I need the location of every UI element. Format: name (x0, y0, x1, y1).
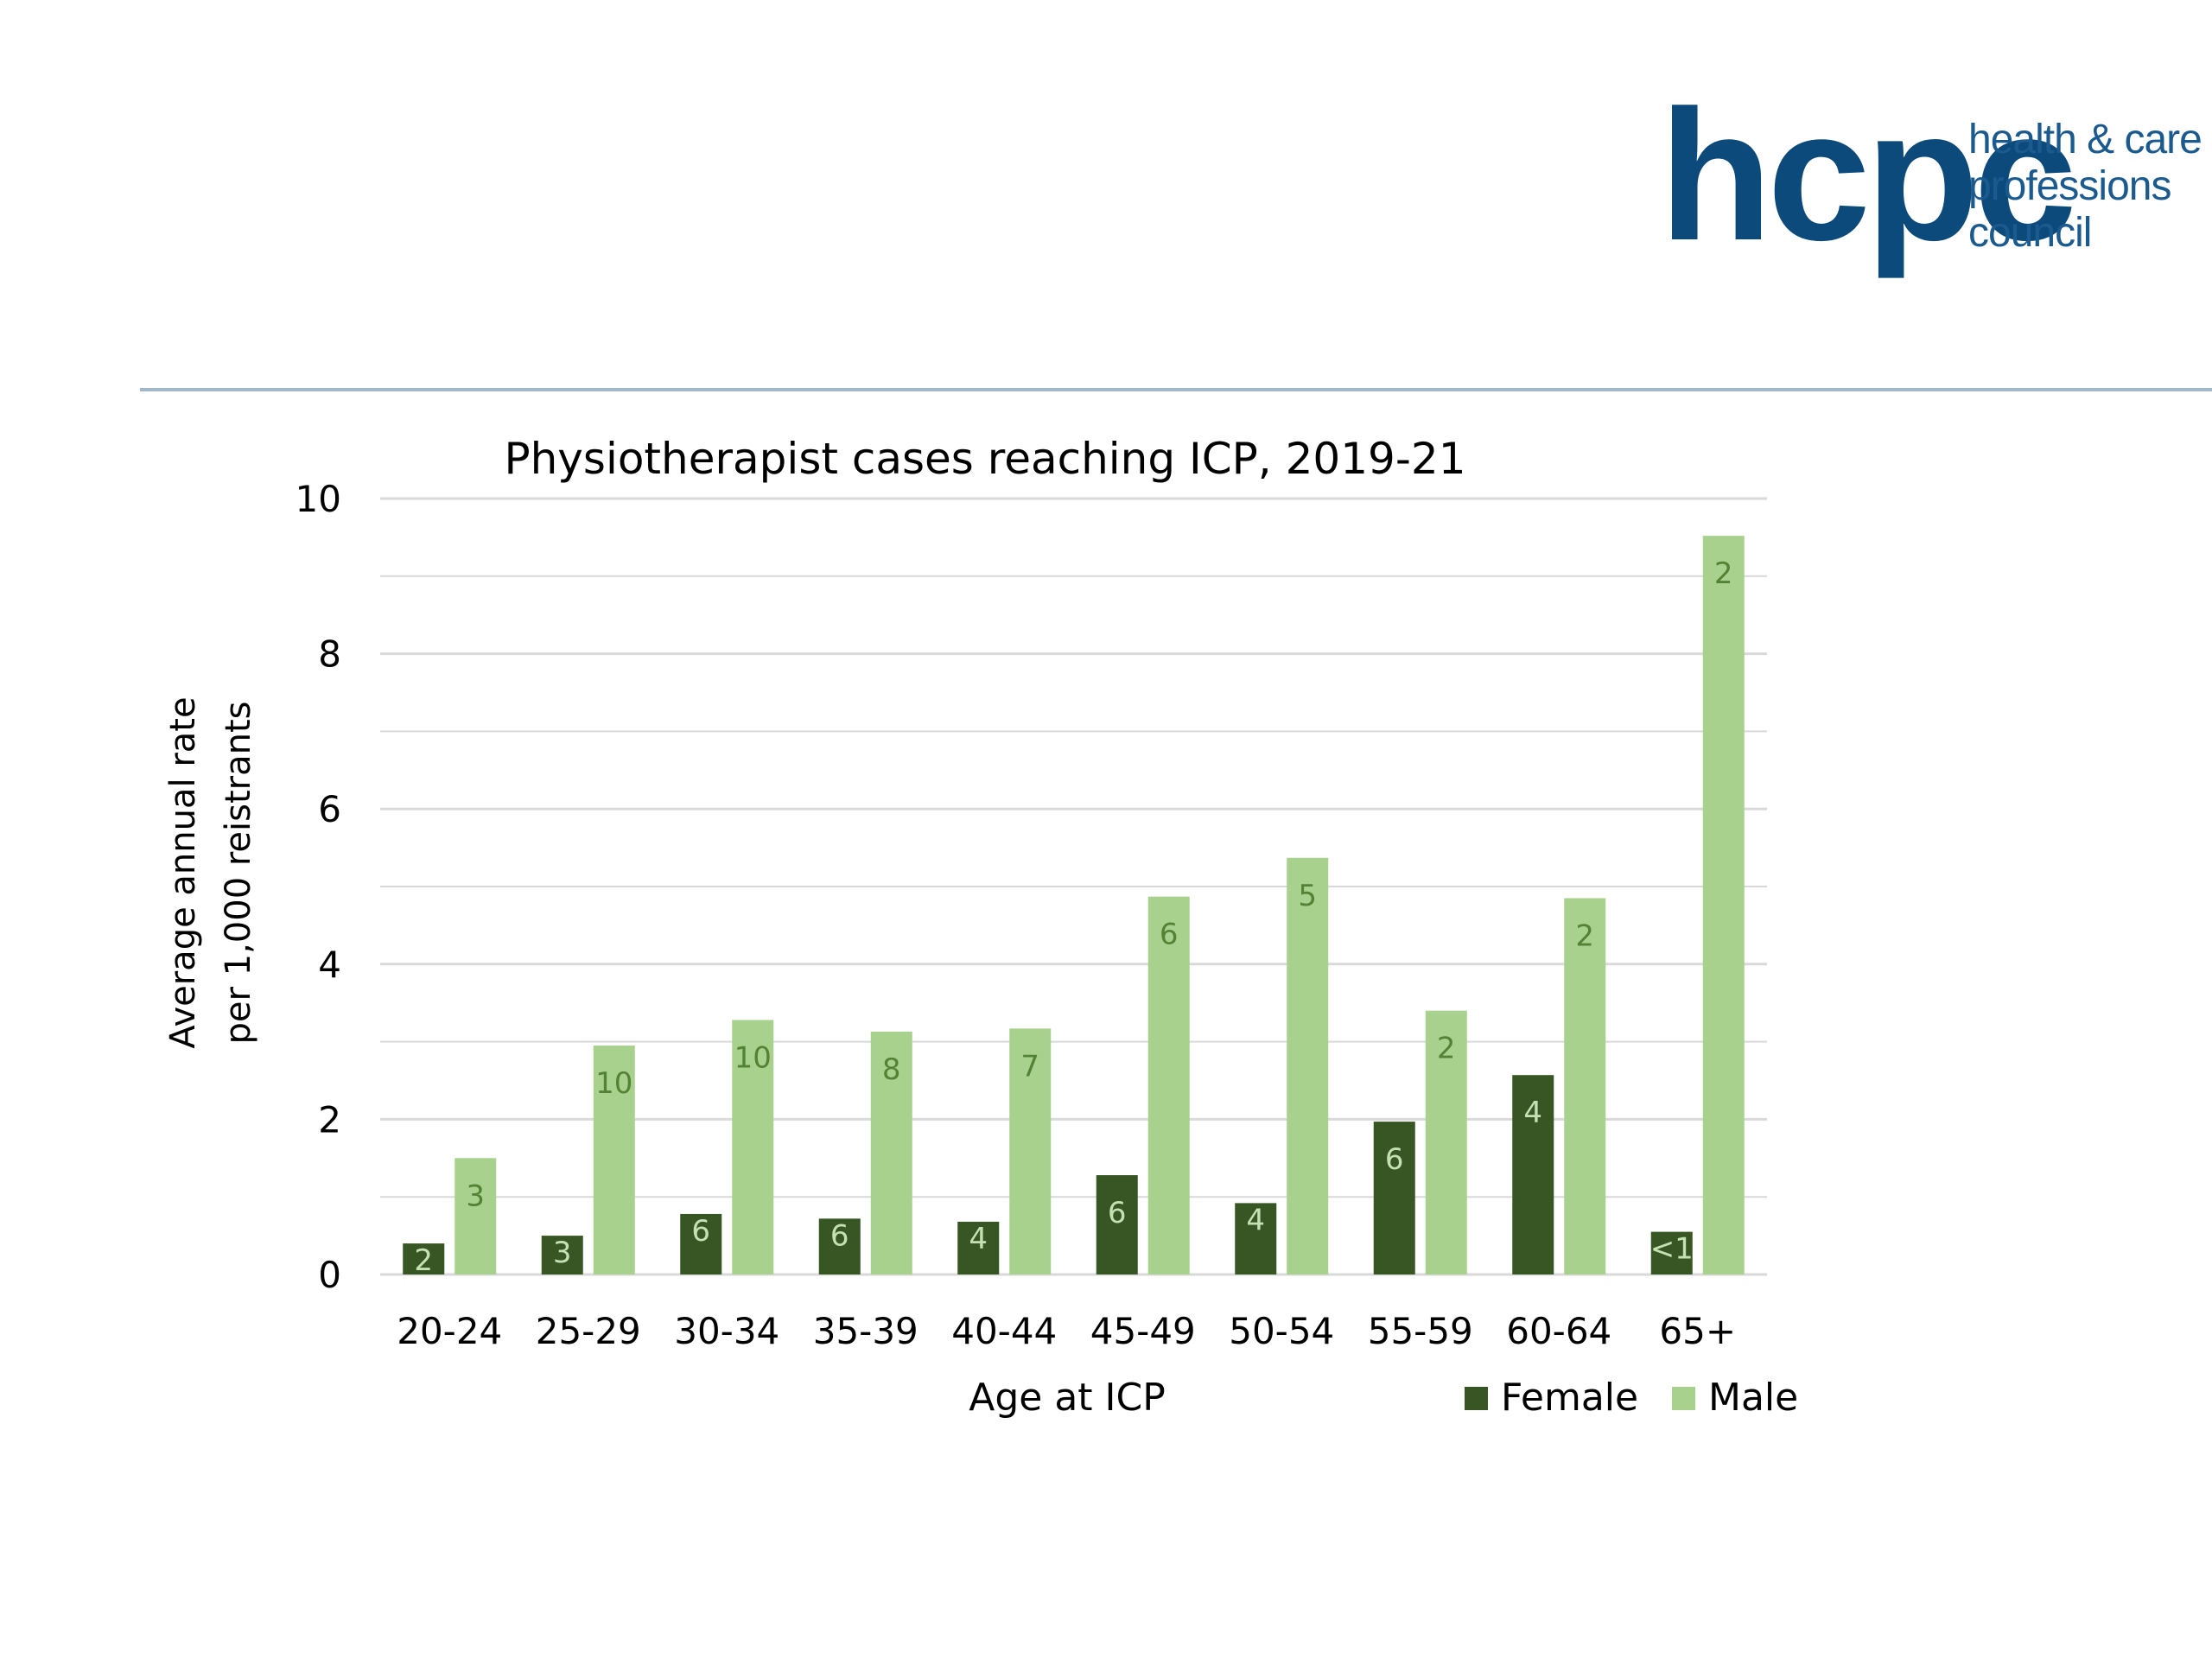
data-label-female: 6 (830, 1218, 849, 1253)
data-label-male: 6 (1160, 918, 1179, 952)
bar-female (680, 1213, 722, 1274)
bar-male (1009, 1028, 1052, 1274)
logo-wordmark: health & care professions council (1968, 117, 2202, 257)
y-axis-label-line-1: Average annual rate (163, 696, 203, 1048)
bar-female (1235, 1203, 1277, 1274)
data-label-female: 2 (414, 1243, 433, 1278)
bar-male (1564, 898, 1606, 1274)
data-label-male: 7 (1020, 1049, 1039, 1084)
bar-male (732, 1020, 774, 1274)
y-tick-label: 4 (318, 944, 341, 986)
x-axis-label: Age at ICP (969, 1376, 1166, 1420)
x-tick-label: 35-39 (813, 1310, 918, 1352)
x-tick-labels: 20-24 25-29 30-34 35-39 40-44 45-49 50-54 55-59… (397, 1310, 1736, 1352)
bar-female (1373, 1122, 1415, 1274)
data-label-male: 2 (1714, 556, 1733, 591)
bar-male (593, 1046, 635, 1274)
data-label-male: 10 (734, 1040, 772, 1075)
data-label-male: 3 (466, 1179, 485, 1213)
bar-male (454, 1158, 497, 1274)
y-tick-label: 0 (318, 1254, 341, 1296)
data-label-female: <1 (1650, 1232, 1694, 1267)
logo-mark: hcpc (1659, 71, 2077, 279)
y-tick-label: 6 (318, 788, 341, 830)
data-label-female: 3 (553, 1236, 572, 1270)
data-label-female: 4 (1523, 1096, 1542, 1130)
bar-male (1702, 536, 1745, 1274)
data-label-female: 4 (1246, 1203, 1265, 1237)
chart-title: Physiotherapist cases reaching ICP, 2019… (504, 434, 1465, 484)
x-tick-label: 30-34 (674, 1310, 779, 1352)
bar-female (1512, 1075, 1554, 1274)
bar-female (1650, 1231, 1693, 1274)
x-tick-label: 50-54 (1229, 1310, 1334, 1352)
x-tick-label: 45-49 (1090, 1310, 1196, 1352)
y-axis-label-line-2: per 1,000 reistrants (219, 701, 258, 1044)
data-label-male: 5 (1298, 879, 1317, 913)
legend-swatch-male (1672, 1387, 1695, 1410)
bar-female (403, 1243, 445, 1274)
gridlines (380, 497, 1767, 1276)
x-tick-label: 55-59 (1368, 1310, 1473, 1352)
bar-female (957, 1221, 1000, 1274)
hcpc-logo: hcpc health & care professions council (1659, 71, 2202, 289)
y-tick-label: 10 (296, 478, 341, 520)
logo-line-3: council (1968, 210, 2092, 256)
data-label-male: 10 (595, 1066, 632, 1101)
data-label-male: 8 (882, 1052, 901, 1087)
data-label-female: 6 (691, 1214, 710, 1249)
logo-line-2: professions (1968, 163, 2171, 209)
data-label-female: 4 (969, 1222, 988, 1256)
data-label-male: 2 (1437, 1032, 1456, 1066)
legend-swatch-female (1465, 1387, 1488, 1410)
bars (403, 536, 1745, 1274)
logo-line-1: health & care (1968, 117, 2202, 162)
x-tick-label: 60-64 (1506, 1310, 1611, 1352)
bar-female (818, 1218, 861, 1274)
bar-male (870, 1031, 912, 1274)
data-label-male: 2 (1575, 918, 1594, 953)
legend: Female Male (1465, 1376, 1798, 1420)
bar-male (1425, 1010, 1467, 1274)
x-tick-label: 25-29 (536, 1310, 641, 1352)
y-tick-label: 2 (318, 1098, 341, 1141)
bar-male (1287, 857, 1329, 1274)
x-tick-label: 20-24 (397, 1310, 502, 1352)
data-label-female: 6 (1108, 1196, 1127, 1230)
x-tick-label: 65+ (1659, 1310, 1736, 1352)
y-tick-label: 8 (318, 633, 341, 676)
bar-female (541, 1236, 583, 1274)
header-divider (140, 388, 2212, 391)
legend-label-female: Female (1501, 1376, 1638, 1420)
legend-label-male: Male (1708, 1376, 1798, 1420)
y-tick-labels: 0 2 4 6 8 10 (296, 478, 341, 1296)
data-label-female: 6 (1385, 1142, 1404, 1177)
bar-male (1147, 896, 1190, 1274)
bar-female (1096, 1175, 1138, 1274)
x-tick-label: 40-44 (951, 1310, 1057, 1352)
